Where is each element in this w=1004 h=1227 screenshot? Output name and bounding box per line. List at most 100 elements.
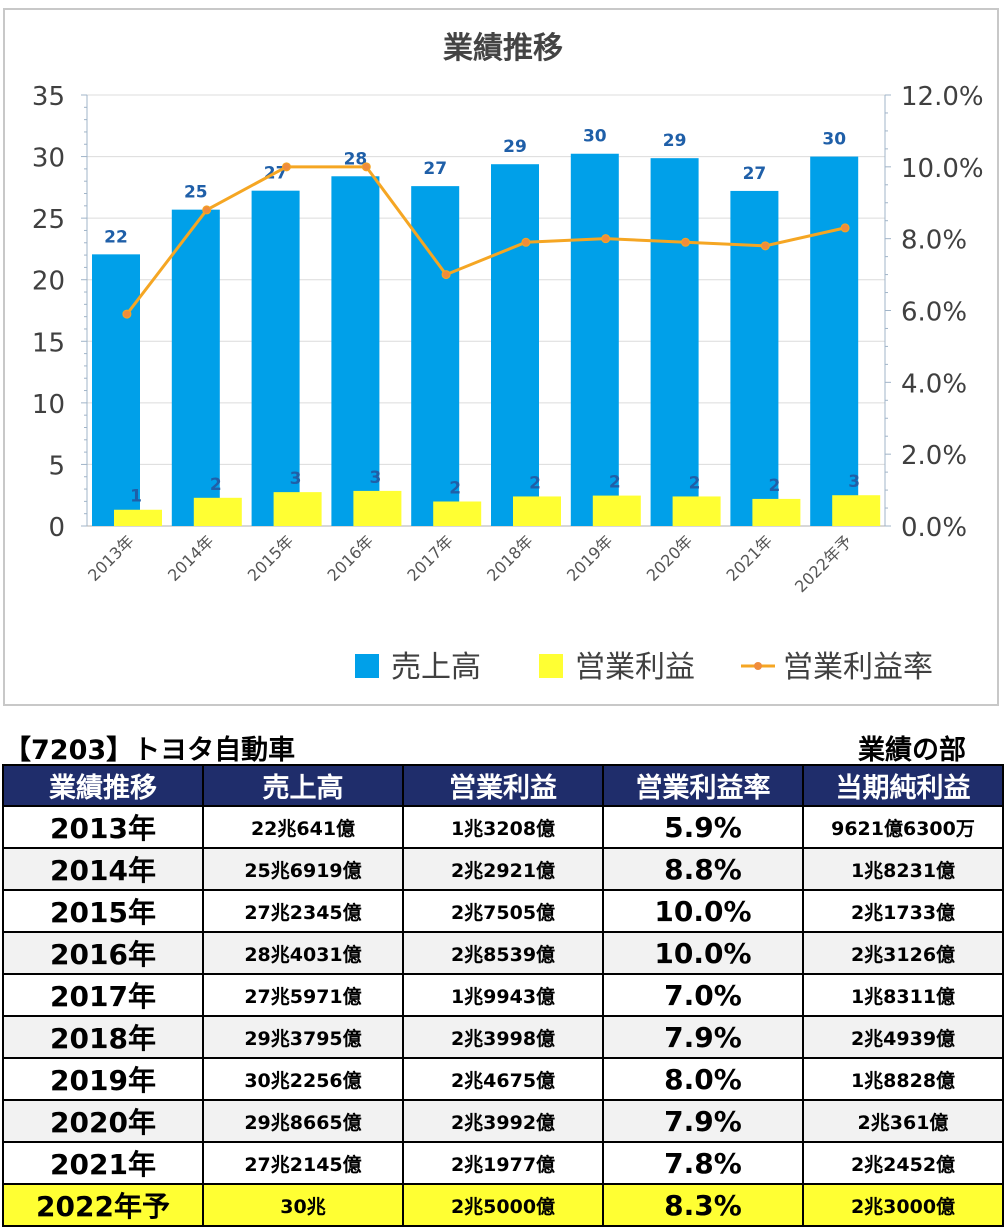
table-row-forecast: 2022年予 30兆 2兆5000億 8.3% 2兆3000億 [2,1183,1004,1227]
cell-operating-margin: 8.0% [602,1057,804,1101]
x-tick-label: 2017年 [403,531,457,585]
results-table: 業績推移 売上高 営業利益 営業利益率 当期純利益 2013年 22兆641億 … [2,764,1004,1227]
data-label-sales: 22 [104,227,128,247]
table-header-row: 業績推移 売上高 営業利益 営業利益率 当期純利益 [2,764,1004,807]
cell-sales: 27兆5971億 [202,973,404,1017]
cell-year: 2020年 [2,1099,204,1143]
right-tick-label: 4.0% [901,369,967,399]
table-row: 2018年 29兆3795億 2兆3998億 7.9% 2兆4939億 [2,1015,1004,1059]
cell-net-income: 1兆8231億 [802,847,1004,891]
data-label-sales: 27 [743,164,767,184]
point-operating-margin [122,309,132,319]
point-operating-margin [202,205,212,215]
bar-sales [251,190,300,526]
bar-sales [570,153,619,526]
cell-year: 2013年 [2,805,204,849]
data-label-sales: 30 [583,127,607,147]
data-label-operating-profit: 2 [529,473,541,493]
cell-operating-margin: 8.3% [602,1183,804,1227]
table-caption: 【7203】トヨタ自動車 業績の部 [0,728,1004,766]
left-tick-label: 20 [32,267,65,297]
cell-net-income: 1兆8828億 [802,1057,1004,1101]
header-net-income: 当期純利益 [802,764,1004,807]
right-tick-label: 2.0% [901,441,967,471]
cell-operating-profit: 2兆5000億 [402,1183,604,1227]
data-label-operating-profit: 2 [609,473,621,493]
header-operating-margin: 営業利益率 [602,764,804,807]
cell-year: 2022年予 [2,1183,204,1227]
cell-operating-margin: 7.0% [602,973,804,1017]
data-label-operating-profit: 3 [848,472,860,492]
cell-operating-margin: 7.9% [602,1015,804,1059]
table-row: 2014年 25兆6919億 2兆2921億 8.8% 1兆8231億 [2,847,1004,891]
data-label-operating-profit: 2 [210,475,222,495]
data-label-sales: 29 [503,137,527,157]
point-operating-margin [601,234,611,244]
cell-year: 2021年 [2,1141,204,1185]
cell-operating-profit: 2兆1977億 [402,1141,604,1185]
bar-operating-profit [353,490,402,526]
x-tick-label: 2013年 [84,531,138,585]
right-tick-label: 6.0% [901,298,967,328]
cell-operating-margin: 10.0% [602,931,804,975]
legend-label-operating-profit: 営業利益 [575,650,695,685]
cell-sales: 30兆2256億 [202,1057,404,1101]
cell-operating-profit: 2兆3998億 [402,1015,604,1059]
right-tick-label: 10.0% [901,154,984,184]
cell-operating-margin: 8.8% [602,847,804,891]
data-label-operating-profit: 2 [689,473,701,493]
cell-net-income: 1兆8311億 [802,973,1004,1017]
bar-sales [331,176,380,526]
bar-operating-profit [752,498,801,526]
cell-net-income: 2兆361億 [802,1099,1004,1143]
left-tick-label: 0 [48,513,65,543]
point-operating-margin [521,237,531,247]
cell-operating-profit: 2兆3992億 [402,1099,604,1143]
data-label-operating-profit: 3 [290,469,302,489]
cell-operating-margin: 7.8% [602,1141,804,1185]
right-tick-label: 12.0% [901,82,984,112]
legend-label-operating-margin: 営業利益率 [783,650,933,685]
cell-sales: 22兆641億 [202,805,404,849]
x-tick-label: 2021年 [723,531,777,585]
cell-net-income: 2兆3126億 [802,931,1004,975]
header-operating-profit: 営業利益 [402,764,604,807]
point-operating-margin [840,223,850,233]
cell-operating-profit: 2兆4675億 [402,1057,604,1101]
data-label-sales: 25 [184,183,208,203]
cell-operating-profit: 1兆3208億 [402,805,604,849]
right-tick-label: 8.0% [901,226,967,256]
data-label-sales: 28 [344,149,368,169]
legend-swatch-operating-profit [539,654,563,678]
cell-sales: 28兆4031億 [202,931,404,975]
table-row: 2016年 28兆4031億 2兆8539億 10.0% 2兆3126億 [2,931,1004,975]
bar-operating-profit [114,509,162,526]
cell-year: 2016年 [2,931,204,975]
x-tick-label: 2019年 [563,531,617,585]
bar-operating-profit [832,495,881,526]
bar-sales [92,254,140,526]
cell-sales: 27兆2145億 [202,1141,404,1185]
left-tick-label: 15 [32,328,65,358]
cell-year: 2018年 [2,1015,204,1059]
left-tick-label: 10 [32,390,65,420]
chart-frame: 業績推移 0 5 10 15 20 25 30 35 0.0% 2.0% 4.0% 6.0% 8.0% 10… [3,8,999,706]
cell-sales: 30兆 [202,1183,404,1227]
company-name: 【7203】トヨタ自動車 [4,735,296,766]
table-row: 2013年 22兆641億 1兆3208億 5.9% 9621億6300万 [2,805,1004,849]
data-label-sales: 30 [822,130,846,150]
table-row: 2020年 29兆8665億 2兆3992億 7.9% 2兆361億 [2,1099,1004,1143]
cell-year: 2019年 [2,1057,204,1101]
cell-net-income: 2兆4939億 [802,1015,1004,1059]
data-label-operating-profit: 3 [369,468,381,488]
x-tick-label: 2020年 [643,531,697,585]
cell-operating-margin: 10.0% [602,889,804,933]
legend-marker-operating-margin [754,662,762,670]
left-tick-label: 5 [48,451,65,481]
cell-operating-margin: 7.9% [602,1099,804,1143]
bar-operating-profit [592,495,641,526]
cell-sales: 29兆8665億 [202,1099,404,1143]
cell-net-income: 2兆2452億 [802,1141,1004,1185]
bar-sales [491,164,539,526]
table-row: 2019年 30兆2256億 2兆4675億 8.0% 1兆8828億 [2,1057,1004,1101]
